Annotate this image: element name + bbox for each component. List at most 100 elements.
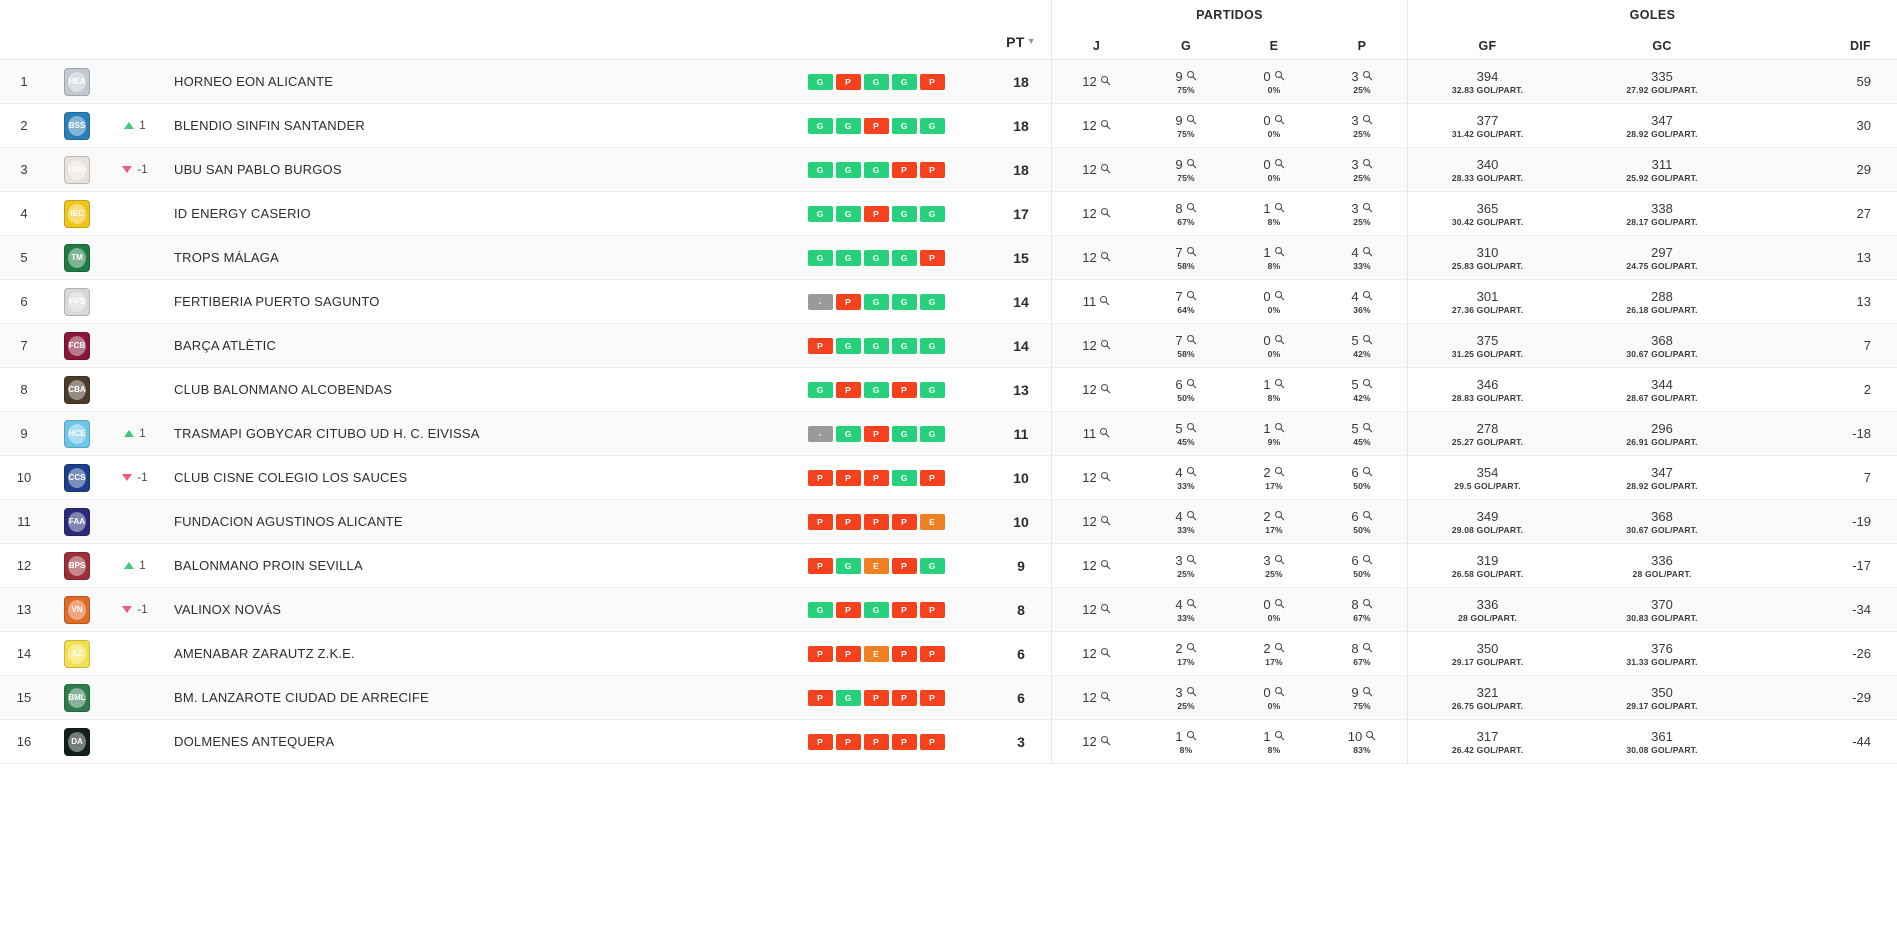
- cell-team-name[interactable]: TRASMAPI GOBYCAR CITUBO UD H. C. EIVISSA: [174, 426, 480, 441]
- magnifier-icon[interactable]: [1274, 113, 1285, 128]
- cell-crest[interactable]: DA: [48, 720, 106, 763]
- cell-e-value[interactable]: 0: [1263, 289, 1284, 304]
- cell-g-value[interactable]: 4: [1175, 465, 1196, 480]
- cell-g-value[interactable]: 8: [1175, 201, 1196, 216]
- magnifier-icon[interactable]: [1100, 338, 1111, 353]
- cell-g-value[interactable]: 7: [1175, 289, 1196, 304]
- form-chip[interactable]: P: [807, 557, 833, 574]
- cell-p[interactable]: 3 25%: [1317, 104, 1407, 147]
- cell-played-value[interactable]: 12: [1082, 250, 1111, 265]
- cell-e[interactable]: 0 0%: [1231, 280, 1317, 323]
- magnifier-icon[interactable]: [1274, 685, 1285, 700]
- cell-g[interactable]: 5 45%: [1141, 412, 1231, 455]
- magnifier-icon[interactable]: [1100, 646, 1111, 661]
- magnifier-icon[interactable]: [1362, 465, 1373, 480]
- form-chip[interactable]: E: [919, 513, 945, 530]
- cell-played-value[interactable]: 12: [1082, 470, 1111, 485]
- table-row[interactable]: 16 DA DOLMENES ANTEQUERA P P P P P 3 12 1 8% 1 8% 10 83…: [0, 720, 1897, 764]
- cell-e-value[interactable]: 2: [1263, 509, 1284, 524]
- form-chip[interactable]: G: [835, 117, 861, 134]
- cell-crest[interactable]: UBU: [48, 148, 106, 191]
- magnifier-icon[interactable]: [1274, 201, 1285, 216]
- form-chip[interactable]: G: [807, 381, 833, 398]
- form-chip[interactable]: G: [919, 425, 945, 442]
- form-chip[interactable]: G: [863, 337, 889, 354]
- cell-played-value[interactable]: 12: [1082, 734, 1111, 749]
- form-chip[interactable]: G: [919, 205, 945, 222]
- cell-e-value[interactable]: 0: [1263, 333, 1284, 348]
- cell-e[interactable]: 0 0%: [1231, 148, 1317, 191]
- table-row[interactable]: 3 UBU -1 UBU SAN PABLO BURGOS G G G P P 18 12 9 75% 0…: [0, 148, 1897, 192]
- cell-p[interactable]: 9 75%: [1317, 676, 1407, 719]
- cell-e-value[interactable]: 1: [1263, 245, 1284, 260]
- form-chip[interactable]: G: [891, 249, 917, 266]
- cell-p[interactable]: 4 36%: [1317, 280, 1407, 323]
- form-chip[interactable]: G: [835, 425, 861, 442]
- cell-e-value[interactable]: 1: [1263, 729, 1284, 744]
- cell-played[interactable]: 12: [1051, 192, 1141, 235]
- magnifier-icon[interactable]: [1274, 509, 1285, 524]
- form-chip[interactable]: P: [807, 733, 833, 750]
- magnifier-icon[interactable]: [1274, 289, 1285, 304]
- magnifier-icon[interactable]: [1362, 509, 1373, 524]
- cell-p-value[interactable]: 3: [1351, 201, 1372, 216]
- cell-g-value[interactable]: 4: [1175, 597, 1196, 612]
- cell-team-name[interactable]: ID ENERGY CASERIO: [174, 206, 311, 221]
- magnifier-icon[interactable]: [1100, 514, 1111, 529]
- cell-played-value[interactable]: 12: [1082, 558, 1111, 573]
- cell-g-value[interactable]: 3: [1175, 553, 1196, 568]
- cell-crest[interactable]: FPS: [48, 280, 106, 323]
- cell-p-value[interactable]: 10: [1348, 729, 1376, 744]
- header-goals-for[interactable]: GF: [1407, 30, 1567, 59]
- cell-g-value[interactable]: 7: [1175, 333, 1196, 348]
- magnifier-icon[interactable]: [1274, 69, 1285, 84]
- cell-g-value[interactable]: 2: [1175, 641, 1196, 656]
- form-chip[interactable]: P: [891, 161, 917, 178]
- form-chip[interactable]: P: [863, 469, 889, 486]
- form-chip[interactable]: P: [807, 689, 833, 706]
- form-chip[interactable]: G: [863, 161, 889, 178]
- cell-e[interactable]: 0 0%: [1231, 104, 1317, 147]
- form-chip[interactable]: P: [807, 645, 833, 662]
- magnifier-icon[interactable]: [1362, 333, 1373, 348]
- form-chip[interactable]: G: [863, 293, 889, 310]
- cell-e-value[interactable]: 0: [1263, 685, 1284, 700]
- cell-e-value[interactable]: 0: [1263, 597, 1284, 612]
- magnifier-icon[interactable]: [1100, 250, 1111, 265]
- form-chip[interactable]: P: [807, 337, 833, 354]
- cell-p-value[interactable]: 5: [1351, 333, 1372, 348]
- cell-e[interactable]: 2 17%: [1231, 456, 1317, 499]
- cell-played[interactable]: 12: [1051, 368, 1141, 411]
- cell-g[interactable]: 4 33%: [1141, 588, 1231, 631]
- form-chip[interactable]: G: [863, 249, 889, 266]
- magnifier-icon[interactable]: [1100, 118, 1111, 133]
- form-chip[interactable]: P: [863, 689, 889, 706]
- form-chip[interactable]: P: [919, 469, 945, 486]
- form-chip[interactable]: G: [863, 73, 889, 90]
- cell-team-name[interactable]: FUNDACION AGUSTINOS ALICANTE: [174, 514, 403, 529]
- magnifier-icon[interactable]: [1186, 553, 1197, 568]
- cell-crest[interactable]: AZ: [48, 632, 106, 675]
- magnifier-icon[interactable]: [1274, 729, 1285, 744]
- cell-p-value[interactable]: 8: [1351, 597, 1372, 612]
- form-chip[interactable]: G: [863, 601, 889, 618]
- header-drawn[interactable]: E: [1269, 39, 1279, 53]
- cell-e[interactable]: 0 0%: [1231, 676, 1317, 719]
- table-row[interactable]: 9 HCE 1 TRASMAPI GOBYCAR CITUBO UD H. C. EI…: [0, 412, 1897, 456]
- form-chip[interactable]: P: [835, 733, 861, 750]
- cell-played-value[interactable]: 12: [1082, 646, 1111, 661]
- cell-team-name[interactable]: BM. LANZAROTE CIUDAD DE ARRECIFE: [174, 690, 429, 705]
- magnifier-icon[interactable]: [1365, 729, 1376, 744]
- magnifier-icon[interactable]: [1274, 333, 1285, 348]
- cell-e-value[interactable]: 0: [1263, 157, 1284, 172]
- cell-g[interactable]: 9 75%: [1141, 104, 1231, 147]
- magnifier-icon[interactable]: [1100, 558, 1111, 573]
- table-row[interactable]: 4 IEC ID ENERGY CASERIO G G P G G 17 12 8 67% 1 8% 3 25…: [0, 192, 1897, 236]
- magnifier-icon[interactable]: [1186, 289, 1197, 304]
- cell-p[interactable]: 8 67%: [1317, 632, 1407, 675]
- magnifier-icon[interactable]: [1362, 421, 1373, 436]
- magnifier-icon[interactable]: [1274, 553, 1285, 568]
- cell-p[interactable]: 3 25%: [1317, 148, 1407, 191]
- form-chip[interactable]: P: [919, 689, 945, 706]
- magnifier-icon[interactable]: [1100, 74, 1111, 89]
